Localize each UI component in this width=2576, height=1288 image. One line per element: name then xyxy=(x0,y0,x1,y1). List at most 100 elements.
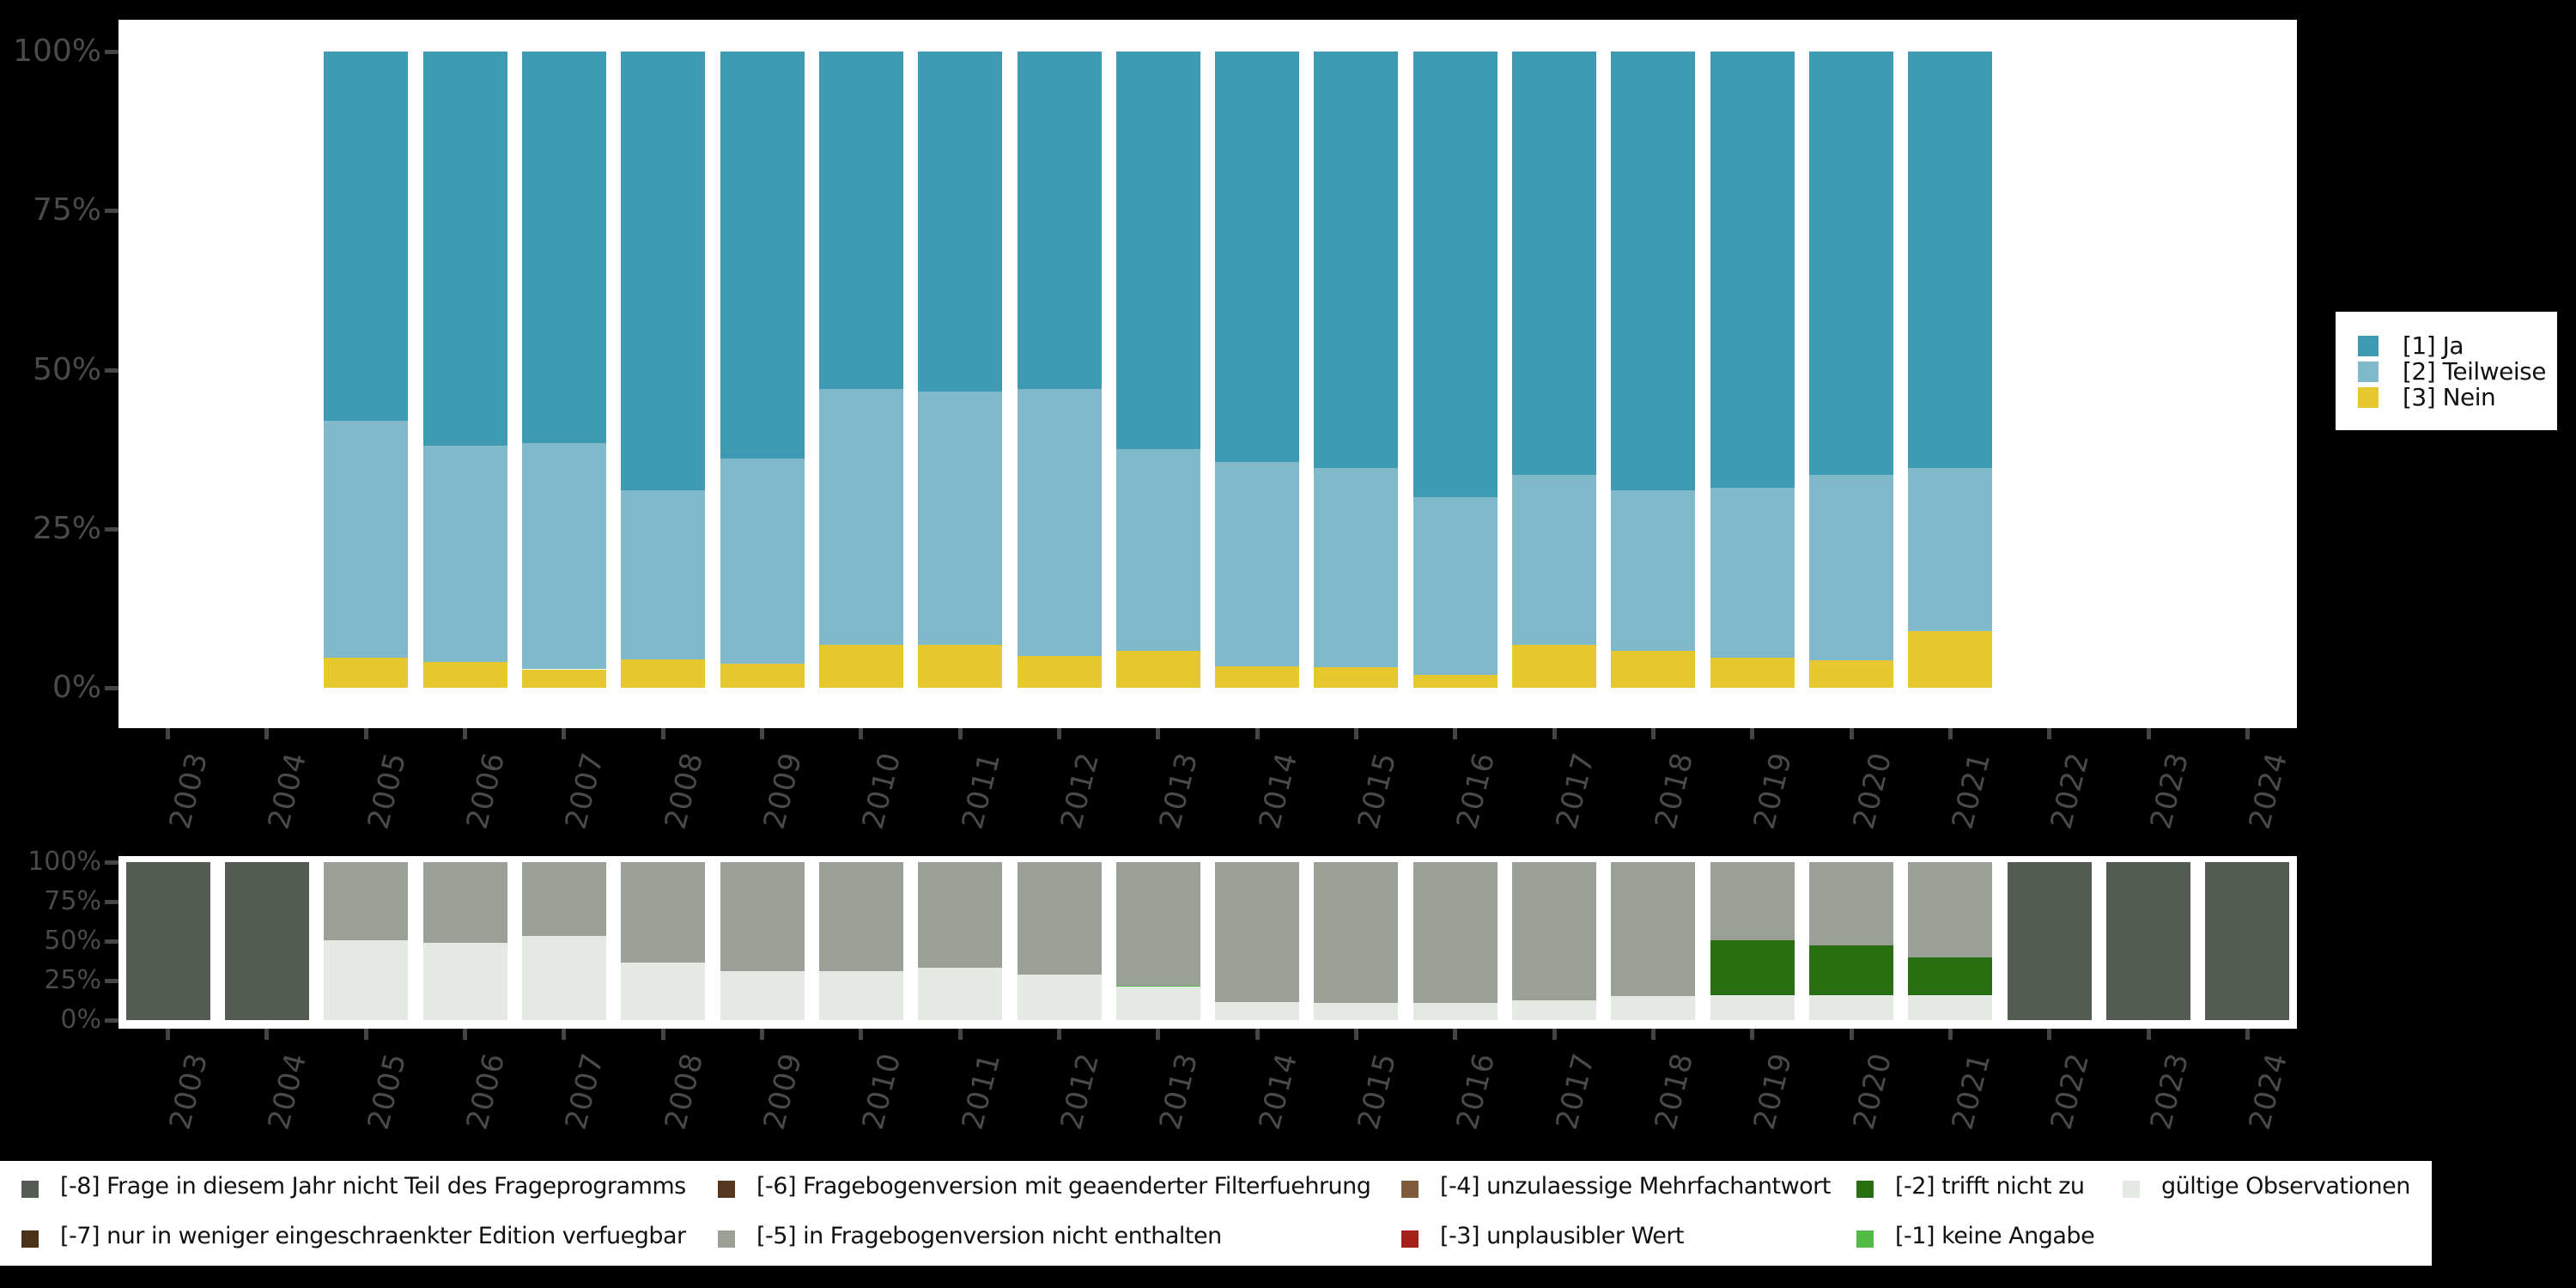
x-axis-year-label: 2006 xyxy=(459,749,513,833)
x-axis-year-label: 2017 xyxy=(1549,1049,1601,1133)
bar-segment xyxy=(1809,862,1894,945)
x-axis-tick xyxy=(1552,1029,1557,1040)
bar-segment xyxy=(1908,468,1993,632)
missings-legend: [-8] Frage in diesem Jahr nicht Teil des… xyxy=(0,1161,2432,1266)
legend-swatch xyxy=(1856,1230,1874,1248)
x-axis-tick xyxy=(562,1029,567,1040)
legend-label: gültige Observationen xyxy=(2161,1173,2410,1200)
x-axis-year-label: 2004 xyxy=(262,749,314,833)
bar-segment xyxy=(1710,940,1795,995)
bar-segment xyxy=(621,962,706,1020)
bar-segment xyxy=(1215,665,1300,688)
bar-segment xyxy=(1215,862,1300,1002)
x-axis-tick xyxy=(264,728,270,739)
bar-segment xyxy=(918,645,1003,688)
x-axis-tick xyxy=(2146,728,2151,739)
bar-segment xyxy=(1017,974,1102,1020)
x-axis-tick xyxy=(363,1029,368,1040)
x-axis-tick xyxy=(1353,1029,1358,1040)
x-axis-tick xyxy=(1650,1029,1656,1040)
bar-segment xyxy=(1908,52,1993,469)
bar-segment xyxy=(324,940,409,1020)
bar-segment xyxy=(1809,660,1894,688)
bar-segment xyxy=(818,645,903,688)
bar-segment xyxy=(1710,862,1795,941)
x-axis-year-label: 2017 xyxy=(1549,749,1601,833)
bar-segment xyxy=(1908,631,1993,688)
x-axis-year-label: 2005 xyxy=(361,749,414,833)
x-axis-year-label: 2006 xyxy=(459,1049,513,1133)
x-axis-year-label: 2023 xyxy=(2143,749,2196,833)
y-axis-tick xyxy=(105,979,118,983)
x-axis-tick xyxy=(1947,1029,1953,1040)
bar-segment xyxy=(1908,957,1993,995)
bar-segment xyxy=(720,663,805,688)
x-axis-tick xyxy=(1750,1029,1755,1040)
legend-swatch xyxy=(21,1230,39,1248)
x-axis-tick xyxy=(562,728,567,739)
x-axis-year-label: 2012 xyxy=(1054,1049,1107,1133)
bar-segment xyxy=(720,862,805,971)
answers-legend: [1] Ja [2] Teilweise [3] Nein xyxy=(2336,312,2557,430)
bar-segment xyxy=(1809,474,1894,661)
x-axis-tick xyxy=(166,728,171,739)
x-axis-year-label: 2024 xyxy=(2242,1049,2295,1133)
x-axis-tick xyxy=(1650,728,1656,739)
bar-segment xyxy=(1908,994,1993,1020)
x-axis-tick xyxy=(1947,728,1953,739)
bar-segment xyxy=(621,52,706,491)
bar-segment xyxy=(818,970,903,1020)
bar-segment xyxy=(818,52,903,389)
x-axis-tick xyxy=(2047,728,2052,739)
x-axis-year-label: 2022 xyxy=(2044,1049,2097,1133)
bar-segment xyxy=(1413,52,1498,497)
x-axis-tick xyxy=(660,728,665,739)
bar-segment xyxy=(1314,1002,1399,1020)
legend-swatch xyxy=(2358,387,2379,408)
bar-segment xyxy=(422,52,507,447)
y-axis-tick xyxy=(105,686,118,690)
bar-segment xyxy=(324,52,409,421)
x-axis-year-label: 2021 xyxy=(1945,749,1998,833)
x-axis-year-label: 2022 xyxy=(2044,749,2097,833)
bar-segment xyxy=(918,52,1003,392)
x-axis-year-label: 2003 xyxy=(162,749,216,833)
y-axis-label: 75% xyxy=(44,886,101,916)
bar-segment xyxy=(1611,651,1696,688)
y-axis-label: 50% xyxy=(32,351,101,387)
x-axis-tick xyxy=(1849,1029,1854,1040)
x-axis-year-label: 2015 xyxy=(1351,1049,1404,1133)
legend-swatch xyxy=(2358,336,2379,356)
bar-segment xyxy=(1413,1002,1498,1020)
bar-segment xyxy=(1512,1000,1597,1020)
bar-segment xyxy=(1710,994,1795,1020)
bar-segment xyxy=(224,862,309,1020)
legend-label: [-5] in Fragebogenversion nicht enthalte… xyxy=(756,1223,1222,1249)
x-axis-year-label: 2009 xyxy=(756,749,810,833)
x-axis-year-label: 2010 xyxy=(855,749,908,833)
legend-swatch xyxy=(1401,1230,1419,1248)
x-axis-year-label: 2016 xyxy=(1449,1049,1503,1133)
legend-swatch xyxy=(1856,1181,1874,1198)
bar-segment xyxy=(324,420,409,659)
legend-label: [-3] unplausibler Wert xyxy=(1440,1223,1685,1249)
y-axis-tick xyxy=(105,368,118,373)
x-axis-year-label: 2010 xyxy=(855,1049,908,1133)
y-axis-tick xyxy=(105,50,118,54)
y-axis-label: 25% xyxy=(44,965,101,995)
x-axis-tick xyxy=(957,728,963,739)
bar-segment xyxy=(1314,862,1399,1003)
x-axis-year-label: 2011 xyxy=(955,749,1008,833)
bar-segment xyxy=(2106,862,2191,1020)
bar-segment xyxy=(1710,487,1795,659)
bar-segment xyxy=(1115,987,1200,1020)
x-axis-year-label: 2003 xyxy=(162,1049,216,1133)
x-axis-year-label: 2016 xyxy=(1449,749,1503,833)
bar-segment xyxy=(1809,52,1894,475)
bar-segment xyxy=(1115,52,1200,450)
legend-label: [-7] nur in weniger eingeschraenkter Edi… xyxy=(60,1223,686,1249)
bar-segment xyxy=(818,388,903,646)
bar-segment xyxy=(1215,52,1300,462)
bar-segment xyxy=(422,446,507,662)
y-axis-tick xyxy=(105,939,118,944)
